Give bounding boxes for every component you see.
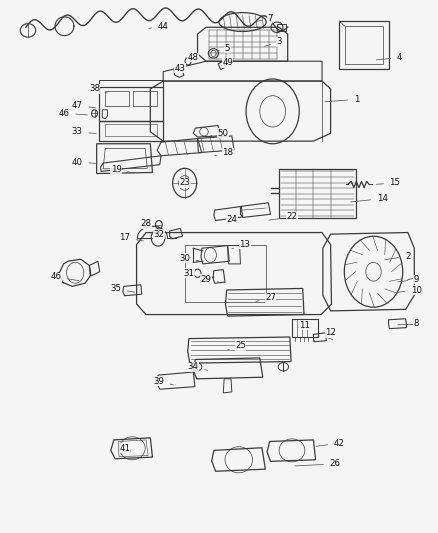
Text: 41: 41 xyxy=(119,444,131,453)
Text: 48: 48 xyxy=(187,53,199,62)
Bar xyxy=(277,23,286,31)
Bar xyxy=(279,169,357,219)
Text: 4: 4 xyxy=(376,53,402,62)
Text: 5: 5 xyxy=(217,44,230,53)
Text: 35: 35 xyxy=(110,285,135,294)
Text: 11: 11 xyxy=(299,320,311,329)
Text: 38: 38 xyxy=(89,84,107,93)
Text: 47: 47 xyxy=(72,101,96,110)
Bar xyxy=(185,245,266,302)
Text: 44: 44 xyxy=(149,22,169,31)
Text: 19: 19 xyxy=(110,165,135,174)
Text: 12: 12 xyxy=(318,328,336,337)
Text: 27: 27 xyxy=(256,293,276,302)
Bar xyxy=(345,26,383,64)
Text: 42: 42 xyxy=(316,439,345,448)
Text: 13: 13 xyxy=(232,240,250,249)
Text: 22: 22 xyxy=(269,212,297,221)
Bar xyxy=(105,91,129,106)
Text: 2: 2 xyxy=(385,252,410,261)
Bar xyxy=(105,124,157,136)
Text: 14: 14 xyxy=(350,194,388,203)
Text: 9: 9 xyxy=(398,275,419,284)
Text: 46: 46 xyxy=(59,109,88,118)
Text: 7: 7 xyxy=(256,14,273,23)
Text: 33: 33 xyxy=(72,127,96,136)
Text: 23: 23 xyxy=(179,179,191,188)
Text: 46: 46 xyxy=(50,272,79,281)
Text: 40: 40 xyxy=(72,158,96,166)
Bar xyxy=(133,91,157,106)
Text: 10: 10 xyxy=(398,286,422,295)
Text: 17: 17 xyxy=(119,233,143,243)
Bar xyxy=(339,21,389,69)
Text: 24: 24 xyxy=(226,215,238,224)
Text: 39: 39 xyxy=(153,377,173,386)
Text: 26: 26 xyxy=(295,459,340,469)
Text: 43: 43 xyxy=(175,63,186,72)
Text: 50: 50 xyxy=(210,129,229,138)
Text: 30: 30 xyxy=(179,254,199,263)
Text: 1: 1 xyxy=(325,95,359,104)
Text: 8: 8 xyxy=(398,319,419,328)
Text: 3: 3 xyxy=(265,37,282,46)
Text: 29: 29 xyxy=(201,274,219,284)
Text: 31: 31 xyxy=(184,269,202,278)
Text: 32: 32 xyxy=(153,230,172,239)
Text: 25: 25 xyxy=(228,342,246,350)
Text: 49: 49 xyxy=(222,58,233,67)
Text: 18: 18 xyxy=(215,148,233,157)
Text: 15: 15 xyxy=(376,179,400,188)
Text: 28: 28 xyxy=(141,219,159,228)
Bar xyxy=(292,319,318,337)
Text: 34: 34 xyxy=(188,362,208,372)
